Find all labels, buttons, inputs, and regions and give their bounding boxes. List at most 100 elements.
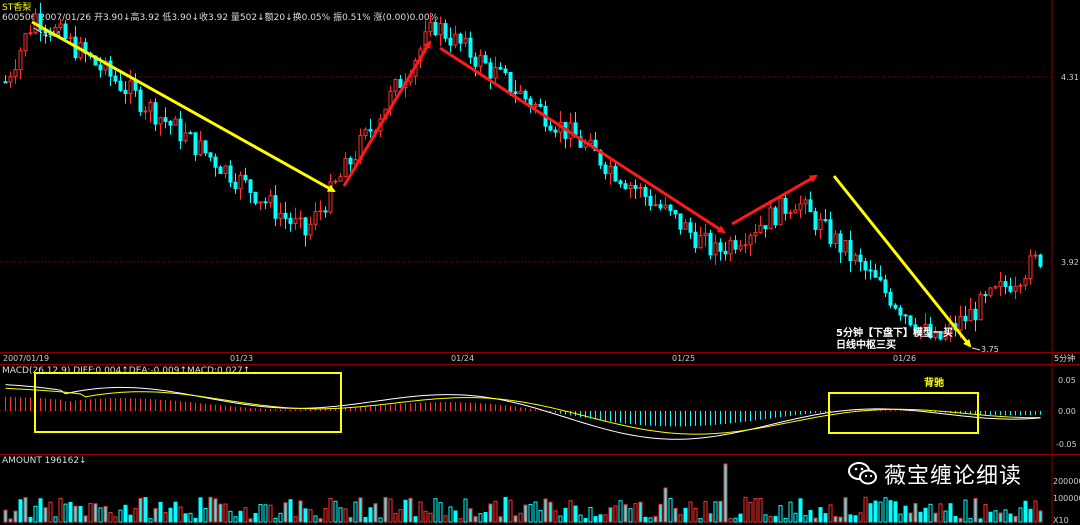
arrow-up-2 <box>731 174 818 226</box>
candle <box>203 140 208 157</box>
candle <box>673 209 678 219</box>
date-label-3: 01/25 <box>672 354 695 363</box>
amount-bar <box>1038 510 1043 523</box>
candle <box>588 133 593 146</box>
amount-bar <box>423 510 428 523</box>
candle <box>768 200 773 230</box>
amount-bar <box>268 504 273 523</box>
amount-bar <box>763 514 768 523</box>
candle <box>448 27 453 53</box>
candle <box>718 238 723 261</box>
amount-bar <box>598 514 603 523</box>
candle <box>428 12 433 37</box>
amount-bar <box>343 508 348 523</box>
amount-bar <box>878 501 883 523</box>
amount-bar <box>198 497 203 523</box>
amount-bar <box>428 512 433 523</box>
amount-bar <box>3 509 8 523</box>
candle <box>988 286 993 298</box>
candle <box>693 222 698 253</box>
amount-bar <box>663 487 668 523</box>
amount-bar <box>758 497 763 523</box>
candle <box>173 115 178 126</box>
amount-bar <box>283 502 288 523</box>
candle <box>798 195 803 219</box>
stock-title: ST香梨 <box>2 3 32 13</box>
candle <box>1018 282 1023 294</box>
amount-bar <box>213 498 218 523</box>
candle <box>268 189 273 208</box>
candle <box>923 313 928 332</box>
macd-header: MACD(26,12,9) DIFF:0.004↑DEA:-0.009↑MACD… <box>2 366 251 376</box>
candle <box>808 191 813 213</box>
candle <box>33 8 38 35</box>
candle <box>853 252 858 265</box>
amount-bar <box>418 501 423 523</box>
candle <box>738 239 743 252</box>
candle <box>228 160 233 188</box>
candle <box>208 152 213 162</box>
amount-bar <box>173 501 178 523</box>
amount-bar <box>378 517 383 523</box>
candle <box>218 165 223 174</box>
candle <box>393 78 398 97</box>
candle <box>493 56 498 84</box>
candle <box>763 225 768 238</box>
candle <box>28 24 33 36</box>
amount-bar <box>898 513 903 523</box>
candle <box>643 184 648 206</box>
candle <box>443 19 448 43</box>
amount-bar <box>398 509 403 523</box>
amount-bar <box>593 516 598 523</box>
amount-bar <box>193 517 198 523</box>
amount-bar <box>653 516 658 523</box>
date-label-2: 01/24 <box>451 354 474 363</box>
candle <box>1033 250 1038 260</box>
amount-bar <box>83 515 88 523</box>
amount-bar <box>603 514 608 523</box>
amount-bar <box>908 512 913 523</box>
candle <box>908 315 913 327</box>
macd-tick-neg: -0.05 <box>1056 440 1077 449</box>
candle <box>478 49 483 73</box>
amount-bar <box>638 501 643 523</box>
amount-bar <box>1008 513 1013 523</box>
amount-bar <box>388 498 393 523</box>
amount-bar <box>678 514 683 523</box>
amount-bar <box>438 502 443 523</box>
candle <box>788 209 793 219</box>
candle <box>63 20 68 41</box>
candle <box>303 216 308 247</box>
candle <box>943 323 948 342</box>
diff-line <box>5 384 1041 440</box>
candle <box>168 119 173 135</box>
amount-bar <box>408 497 413 523</box>
amount-bar <box>778 505 783 523</box>
candle <box>903 313 908 325</box>
amount-bar <box>988 511 993 523</box>
amount-bar <box>853 515 858 523</box>
candle <box>198 130 203 157</box>
macd-tick-zero: 0.00 <box>1058 407 1076 416</box>
amount-bar <box>798 498 803 523</box>
candle <box>318 200 323 221</box>
amount-bar <box>203 508 208 523</box>
amount-bar <box>458 518 463 523</box>
candle <box>343 152 348 178</box>
amount-bar <box>128 514 133 523</box>
amount-bar <box>248 518 253 523</box>
amount-bar <box>618 500 623 523</box>
amount-bar <box>413 516 418 523</box>
amount-bar <box>483 511 488 523</box>
amount-header: AMOUNT 196162↓ <box>2 456 87 466</box>
amount-bar <box>973 498 978 523</box>
amount-bar <box>708 513 713 523</box>
amount-bar <box>818 507 823 523</box>
amount-bar <box>178 506 183 523</box>
candle <box>178 110 183 149</box>
candle <box>978 291 983 321</box>
amount-bar <box>13 510 18 523</box>
amount-bar <box>748 502 753 523</box>
amount-bar <box>1003 509 1008 523</box>
amount-bar <box>473 516 478 523</box>
